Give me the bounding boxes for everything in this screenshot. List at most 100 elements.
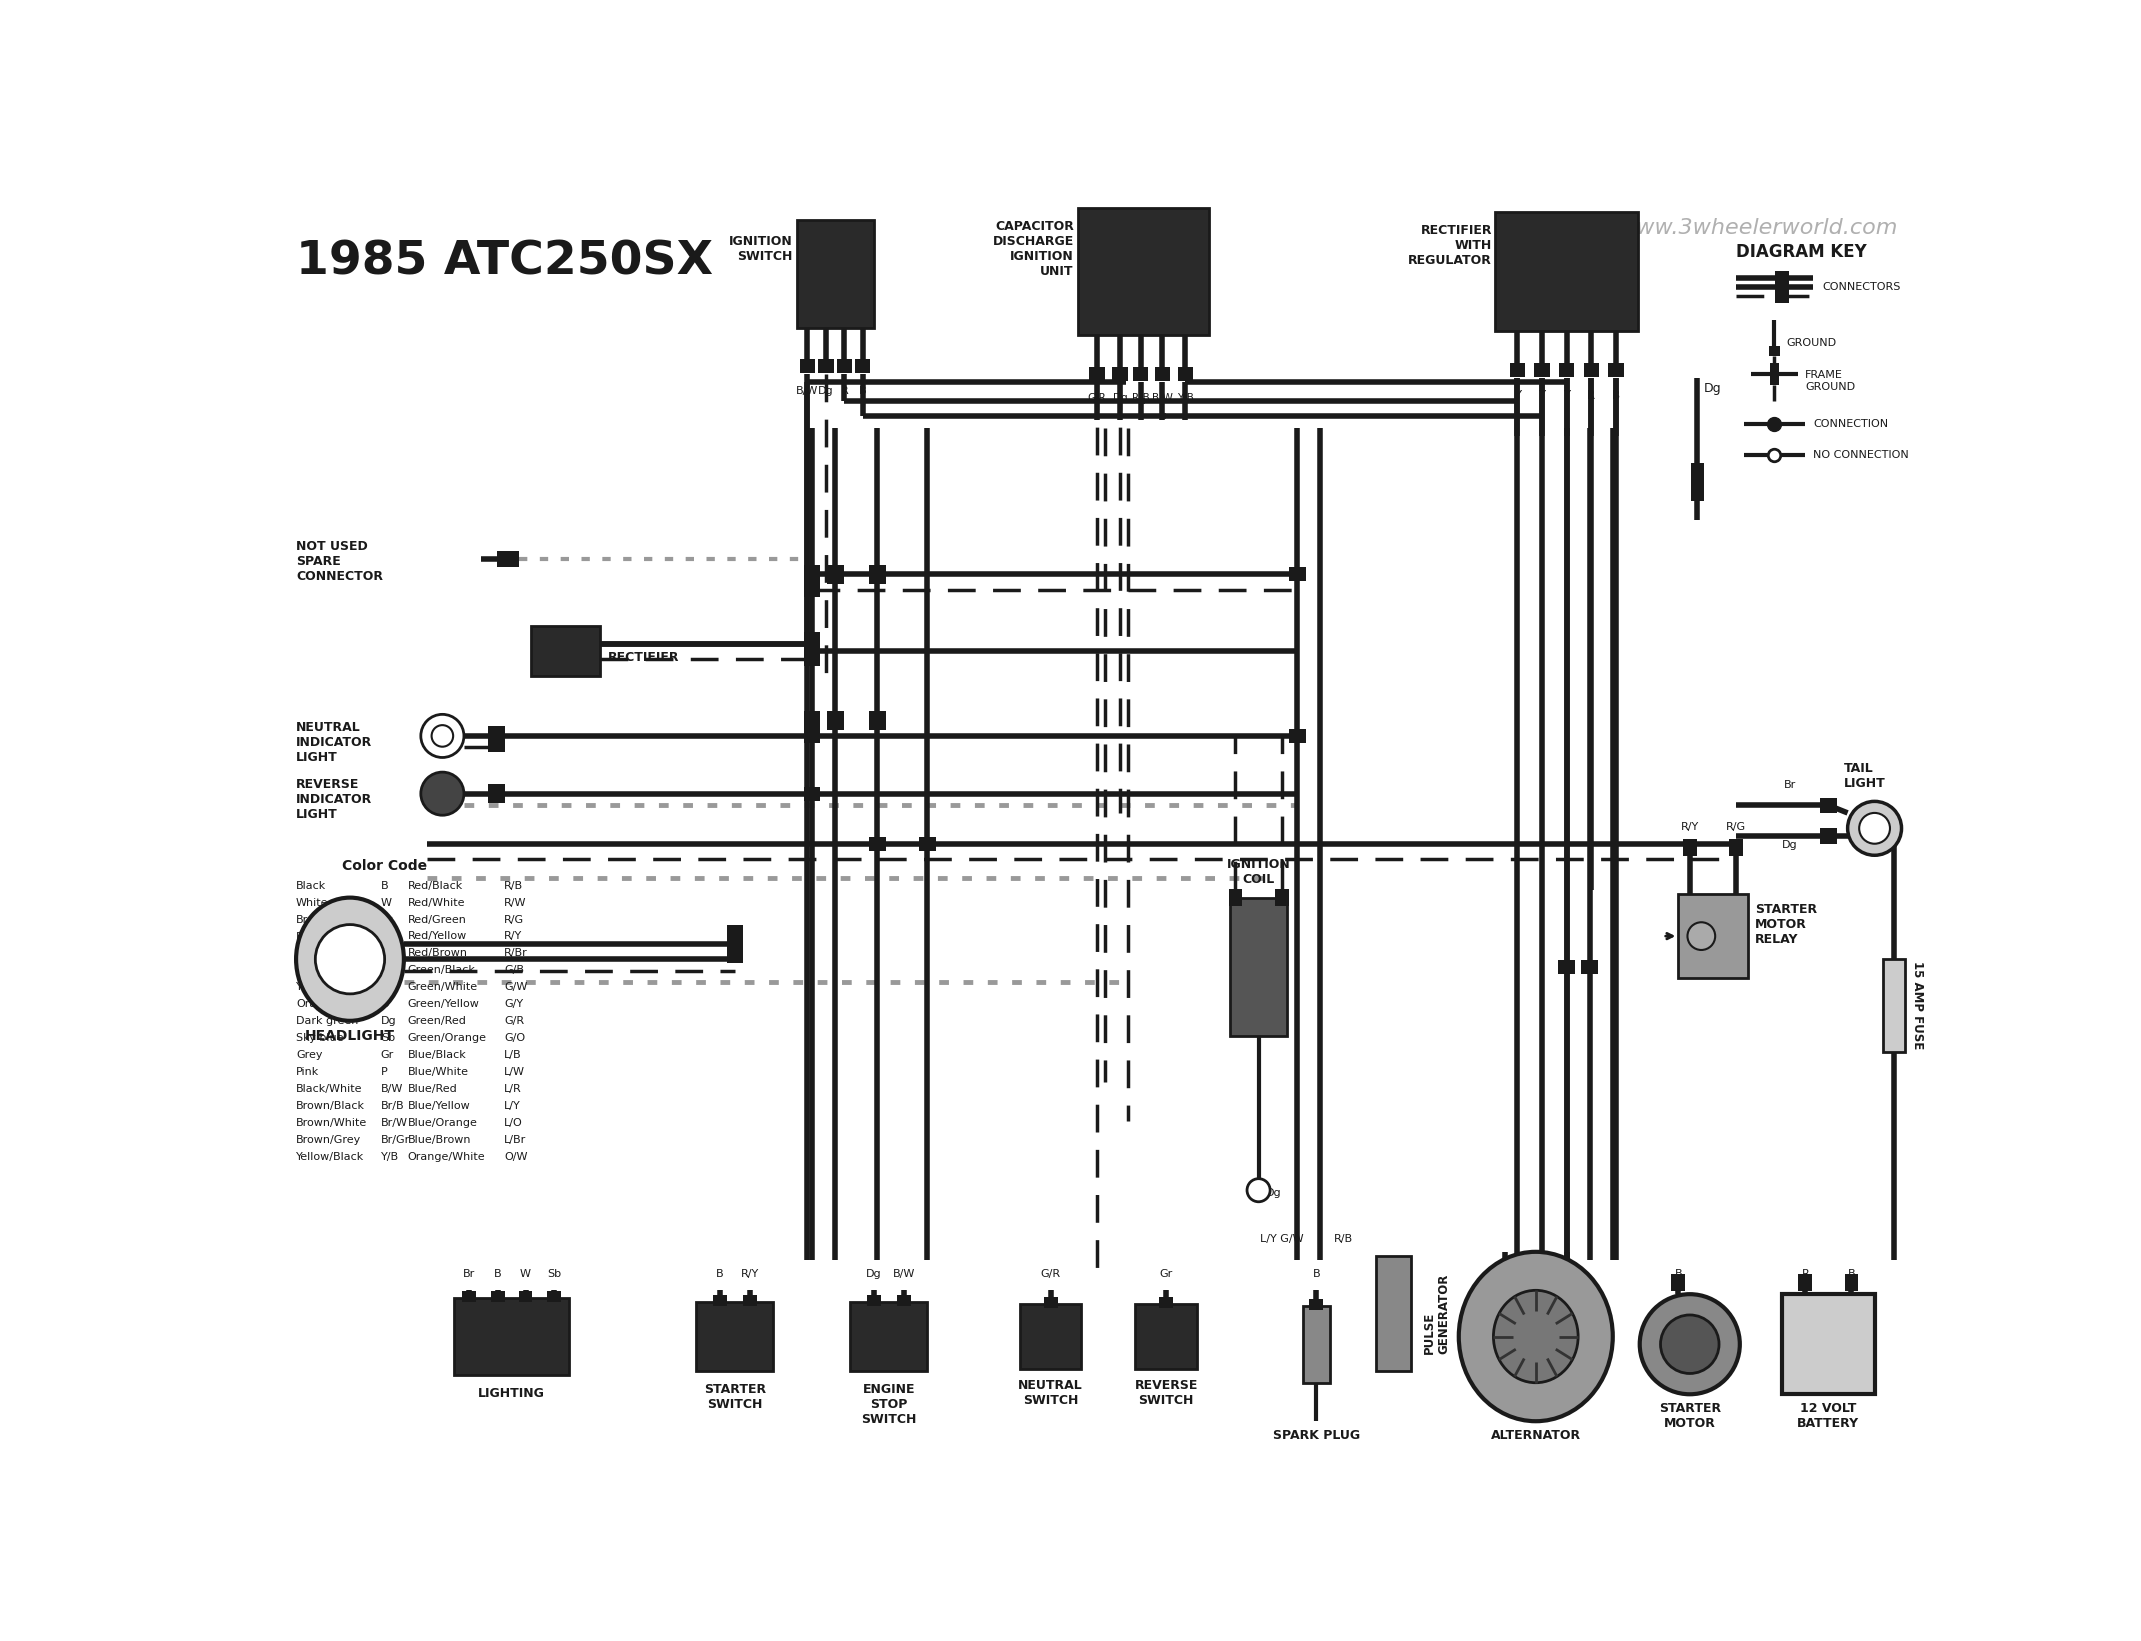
Bar (1158, 1298, 1173, 1308)
Text: CONNECTORS: CONNECTORS (1822, 282, 1901, 292)
Bar (1229, 898, 1287, 1035)
Bar (1679, 894, 1747, 978)
Text: CAPACITOR
DISCHARGE
IGNITION
UNIT: CAPACITOR DISCHARGE IGNITION UNIT (993, 220, 1075, 277)
Bar (1154, 368, 1169, 381)
Ellipse shape (1458, 1252, 1612, 1421)
Text: L/Br: L/Br (503, 1136, 527, 1145)
Text: L/O: L/O (503, 1118, 522, 1127)
Text: White: White (295, 898, 328, 907)
Bar (867, 1295, 880, 1306)
Circle shape (1246, 1178, 1270, 1201)
Text: G/O: G/O (503, 1034, 525, 1044)
Bar (1135, 1305, 1197, 1369)
Bar (1672, 1273, 1685, 1291)
Bar (488, 784, 505, 804)
Text: 12 VOLT
BATTERY: 12 VOLT BATTERY (1796, 1401, 1858, 1429)
Ellipse shape (295, 898, 405, 1021)
Text: Black/White: Black/White (295, 1085, 362, 1095)
Text: Sky blue: Sky blue (295, 1034, 343, 1044)
Text: Blue/White: Blue/White (407, 1067, 469, 1076)
Text: Blue: Blue (295, 932, 321, 942)
Text: B: B (1848, 1268, 1856, 1278)
Bar (803, 568, 820, 581)
Text: Green/White: Green/White (407, 983, 477, 993)
Text: L/Y: L/Y (503, 1101, 520, 1111)
Bar (1582, 960, 1597, 973)
Circle shape (422, 714, 465, 758)
Text: Red/Brown: Red/Brown (407, 948, 467, 958)
Text: B: B (1312, 1268, 1321, 1278)
Text: Green/Orange: Green/Orange (407, 1034, 486, 1044)
Text: HEADLIGHT: HEADLIGHT (304, 1029, 394, 1042)
Text: B: B (1674, 1268, 1683, 1278)
Text: IGNITION
SWITCH: IGNITION SWITCH (728, 235, 792, 264)
Bar (826, 711, 844, 730)
Text: NEUTRAL
SWITCH: NEUTRAL SWITCH (1019, 1378, 1083, 1406)
Circle shape (432, 725, 454, 747)
Text: L/R: L/R (503, 1085, 522, 1095)
Text: PULSE
GENERATOR: PULSE GENERATOR (1422, 1273, 1452, 1354)
Text: Green/Yellow: Green/Yellow (407, 999, 480, 1009)
Text: Y: Y (1501, 1268, 1509, 1278)
Text: STARTER
SWITCH: STARTER SWITCH (704, 1383, 766, 1411)
Text: Br: Br (381, 914, 394, 924)
Bar (1274, 889, 1289, 906)
Bar (1691, 463, 1704, 501)
Bar (548, 1291, 561, 1301)
Text: Dg: Dg (1781, 840, 1798, 850)
Bar (1289, 729, 1306, 743)
Text: Red/Green: Red/Green (407, 914, 467, 924)
Text: R/Br: R/Br (503, 948, 527, 958)
Bar (1584, 363, 1599, 377)
Text: Sb: Sb (381, 1034, 394, 1044)
Text: REVERSE
INDICATOR
LIGHT: REVERSE INDICATOR LIGHT (295, 778, 373, 820)
Bar (1781, 1295, 1876, 1395)
Text: Dg: Dg (865, 1268, 882, 1278)
Text: NO CONNECTION: NO CONNECTION (1813, 450, 1910, 459)
Bar (897, 1295, 912, 1306)
Text: Y: Y (1533, 1268, 1539, 1278)
Bar (1884, 960, 1905, 1052)
Text: L/B: L/B (503, 1050, 522, 1060)
Text: B: B (1612, 389, 1621, 402)
Bar (1019, 1305, 1081, 1369)
Bar (454, 1298, 570, 1375)
Bar (518, 1291, 533, 1301)
Bar (490, 1291, 505, 1301)
Bar (743, 1295, 758, 1306)
Text: Dg: Dg (381, 1016, 396, 1026)
Bar (462, 1291, 475, 1301)
Bar (488, 727, 505, 745)
Text: Br: Br (462, 1268, 475, 1278)
Text: R/B: R/B (503, 881, 522, 891)
Text: ALTERNATOR: ALTERNATOR (1490, 1429, 1580, 1442)
Bar (1310, 1298, 1323, 1310)
Text: TAIL
LIGHT: TAIL LIGHT (1843, 761, 1886, 789)
Text: G/Y: G/Y (503, 999, 522, 1009)
Circle shape (315, 924, 385, 994)
Text: R/G: R/G (503, 914, 525, 924)
Text: Yellow/Black: Yellow/Black (295, 1152, 364, 1162)
Bar (1798, 1273, 1811, 1291)
Bar (1045, 1298, 1058, 1308)
Text: www.3wheelerworld.com: www.3wheelerworld.com (1619, 218, 1897, 238)
Text: Dark green: Dark green (295, 1016, 358, 1026)
Text: Black: Black (295, 881, 325, 891)
Bar (1846, 1273, 1858, 1291)
Circle shape (1640, 1295, 1741, 1395)
Text: R: R (1586, 389, 1595, 402)
Text: Blue/Red: Blue/Red (407, 1085, 458, 1095)
Text: R/W: R/W (503, 898, 527, 907)
Bar (726, 924, 743, 963)
Bar (1377, 1255, 1411, 1372)
Text: G/R: G/R (1041, 1268, 1060, 1278)
Text: W: W (520, 1268, 531, 1278)
Bar (869, 565, 886, 584)
Bar (488, 738, 505, 752)
Bar (1775, 271, 1790, 304)
Text: Y: Y (1563, 1268, 1569, 1278)
Text: RECTIFIER
WITH
REGULATOR: RECTIFIER WITH REGULATOR (1409, 223, 1492, 267)
Text: B/W: B/W (796, 386, 818, 395)
Bar (1229, 889, 1242, 906)
Text: Dg: Dg (1704, 382, 1721, 395)
